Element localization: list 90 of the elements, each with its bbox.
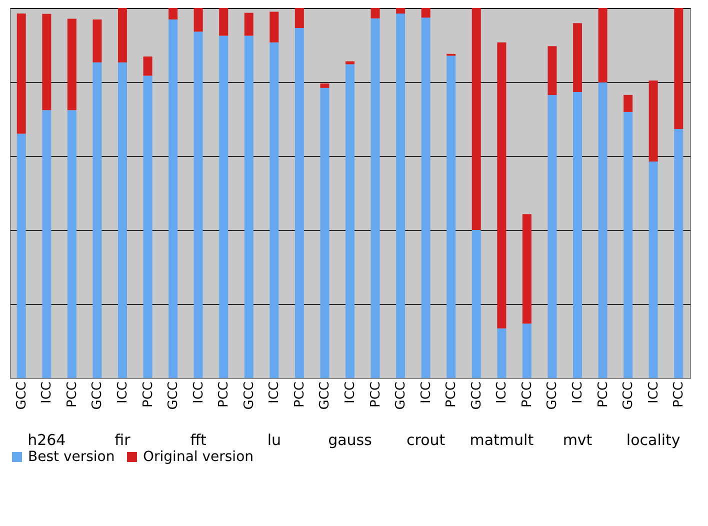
bar (624, 94, 633, 112)
bar (270, 12, 279, 42)
text: fft (190, 431, 207, 449)
x-tick-label: GCC (90, 382, 106, 410)
x-tick-label: GCC (14, 382, 30, 410)
bar (320, 83, 330, 88)
text: h264 (28, 431, 66, 449)
bar (624, 112, 633, 378)
x-tick-label: PCC (444, 382, 460, 408)
bar (16, 14, 26, 134)
bar (270, 42, 279, 378)
text: lu (267, 431, 282, 449)
bar (598, 8, 608, 82)
x-tick-label: PCC (596, 382, 611, 408)
bar (194, 8, 203, 32)
bar (143, 56, 152, 76)
x-tick-label: ICC (570, 382, 586, 404)
bar (244, 36, 254, 378)
bar (548, 94, 557, 378)
bar (573, 92, 582, 378)
bar (648, 162, 658, 378)
bar (42, 110, 52, 378)
bar (92, 62, 102, 378)
bar (168, 8, 178, 20)
x-tick-label: GCC (394, 382, 409, 410)
bar (472, 230, 481, 378)
text: locality (626, 431, 680, 449)
bar (294, 28, 304, 378)
legend-label: Best version (28, 449, 115, 465)
x-tick-label: ICC (40, 382, 55, 404)
bar (346, 64, 354, 378)
bar (472, 8, 481, 230)
text: mvt (562, 431, 592, 449)
bar (42, 14, 52, 110)
x-tick-label: GCC (318, 382, 333, 410)
bar (244, 12, 254, 36)
x-tick-label: GCC (469, 382, 484, 410)
x-tick-label: PCC (672, 382, 687, 408)
bar (320, 88, 330, 378)
x-tick-label: ICC (115, 382, 130, 404)
bar (67, 18, 76, 110)
bar (16, 134, 26, 378)
bar (92, 19, 102, 62)
text: crout (406, 431, 446, 449)
bar (294, 8, 304, 28)
bar (219, 36, 228, 378)
bar (674, 8, 684, 129)
bar (370, 8, 380, 18)
x-tick-label: PCC (368, 382, 384, 408)
x-tick-label: PCC (64, 382, 80, 408)
bar (674, 128, 684, 378)
x-tick-label: ICC (646, 382, 662, 404)
bar (548, 46, 557, 95)
x-tick-label: PCC (292, 382, 308, 408)
bar (497, 328, 506, 378)
bar (421, 18, 430, 378)
x-tick-label: ICC (418, 382, 434, 404)
bar (118, 62, 127, 378)
bar (143, 76, 152, 378)
bar (522, 324, 532, 378)
x-tick-label: GCC (166, 382, 182, 410)
x-tick-label: PCC (140, 382, 156, 408)
bar (522, 214, 532, 324)
x-tick-label: ICC (267, 382, 282, 404)
bar (118, 8, 127, 62)
x-tick-label: PCC (216, 382, 232, 408)
x-tick-label: GCC (242, 382, 257, 410)
legend-label: Original version (143, 449, 254, 465)
x-tick-label: ICC (191, 382, 206, 404)
bar (219, 8, 228, 36)
bar (194, 32, 203, 378)
x-tick-label: PCC (520, 382, 535, 408)
bar (648, 80, 658, 162)
text: matmult (470, 431, 534, 449)
bar (598, 82, 608, 378)
bar (67, 110, 76, 378)
x-tick-label: ICC (343, 382, 358, 404)
bar (497, 42, 506, 328)
bar (573, 23, 582, 92)
bar (446, 56, 456, 378)
bar (370, 18, 380, 378)
x-tick-label: GCC (621, 382, 636, 410)
text: gauss (328, 431, 372, 449)
bar (421, 8, 430, 18)
text: fir (114, 431, 132, 449)
bar (396, 8, 406, 14)
x-tick-label: ICC (494, 382, 510, 404)
bar (396, 14, 406, 378)
bar (168, 19, 178, 378)
x-tick-label: GCC (545, 382, 560, 410)
